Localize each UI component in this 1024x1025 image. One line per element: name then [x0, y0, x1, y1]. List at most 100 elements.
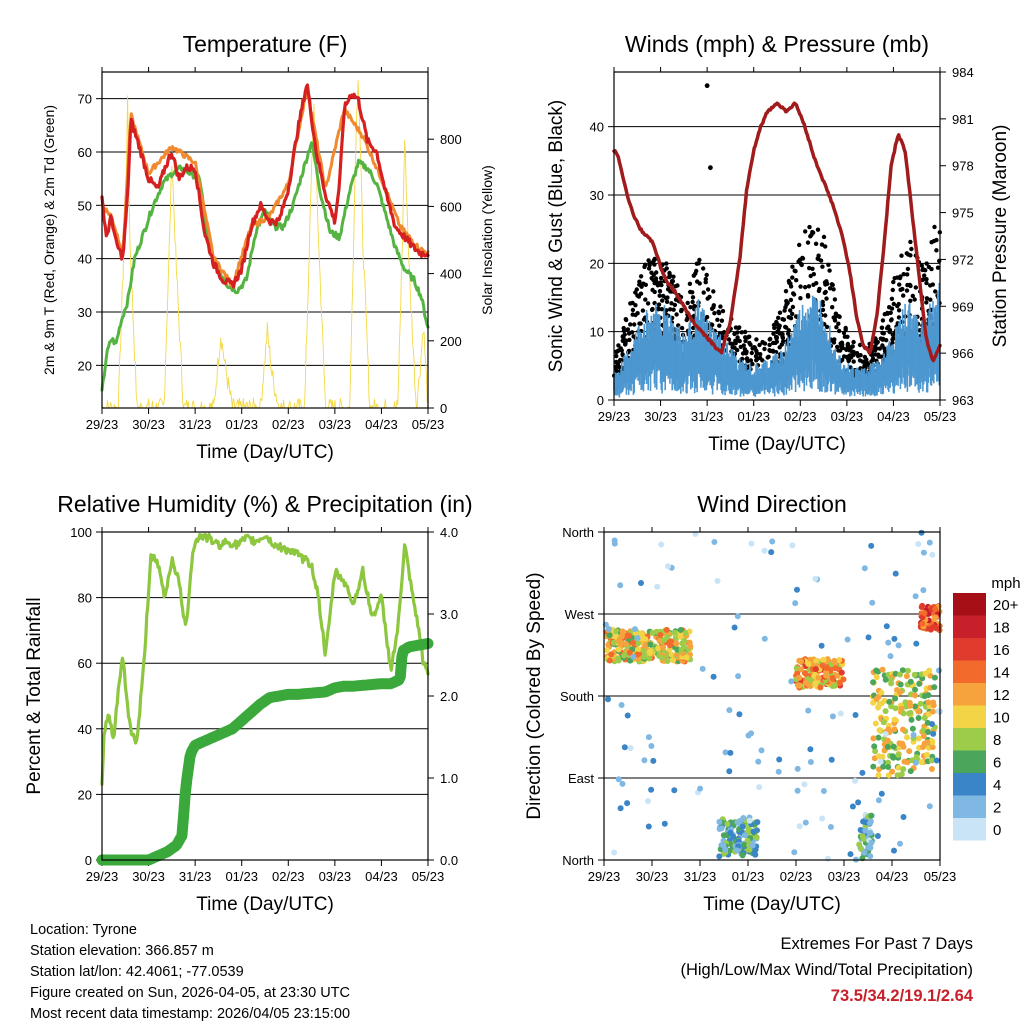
direction-point — [916, 680, 923, 687]
wind-y2tick-label: 981 — [952, 112, 974, 127]
panel-dir: Wind DirectionNorthEastSouthWestNorth29/… — [524, 491, 956, 915]
gust-point — [783, 289, 789, 294]
direction-point — [897, 681, 904, 688]
direction-point — [727, 749, 734, 756]
gust-point — [636, 294, 642, 299]
direction-point — [751, 850, 758, 857]
direction-point — [761, 635, 768, 642]
gust-point — [904, 288, 910, 293]
direction-point — [896, 689, 903, 696]
direction-point — [873, 696, 880, 702]
direction-point — [724, 821, 731, 828]
gust-point — [665, 287, 671, 292]
direction-point — [929, 744, 936, 751]
direction-point — [906, 748, 913, 755]
wind-ylabel-right: Station Pressure (Maroon) — [990, 125, 1011, 348]
gust-point — [788, 316, 794, 321]
direction-point — [734, 847, 741, 854]
direction-point — [915, 708, 922, 715]
solar-insolation-line — [101, 79, 429, 409]
direction-point — [739, 852, 746, 859]
direction-point — [615, 646, 622, 653]
temp-y2tick-label: 0 — [440, 401, 447, 416]
gust-point — [906, 252, 911, 257]
gust-point — [651, 258, 657, 263]
station-location: Location: Tyrone — [30, 922, 137, 938]
direction-point — [632, 626, 638, 633]
colorbar-swatch — [953, 593, 986, 616]
gust-point — [913, 285, 918, 290]
rh-xtick-label: 30/23 — [132, 869, 165, 884]
temp-y2tick-label: 800 — [440, 132, 462, 147]
direction-point — [928, 766, 935, 772]
direction-point — [915, 735, 922, 742]
gust-point — [835, 344, 840, 350]
direction-point — [885, 726, 892, 733]
gust-point — [832, 315, 838, 320]
direction-point — [795, 682, 801, 689]
colorbar-swatch — [953, 795, 986, 818]
direction-point — [668, 651, 675, 658]
gust-point — [631, 334, 636, 339]
direction-point — [761, 547, 768, 554]
direction-point — [829, 675, 836, 682]
direction-point — [610, 639, 617, 646]
gust-point — [749, 350, 754, 356]
direction-point — [920, 587, 927, 594]
gust-point — [694, 261, 700, 266]
gust-point — [882, 312, 887, 317]
direction-point — [836, 679, 843, 686]
gust-point — [924, 261, 929, 266]
gust-point — [829, 282, 835, 287]
gust-point — [891, 279, 896, 285]
direction-point — [900, 710, 907, 717]
gust-point — [743, 329, 748, 335]
gust-point — [717, 323, 722, 328]
gust-point — [824, 324, 830, 330]
gust-point — [934, 248, 939, 253]
gust-point — [630, 307, 636, 313]
direction-point — [906, 710, 913, 717]
direction-point — [884, 737, 891, 744]
direction-point — [654, 583, 661, 590]
gust-point — [711, 289, 716, 294]
gust-point — [897, 282, 902, 287]
direction-point — [758, 747, 765, 754]
gust-point — [657, 289, 663, 294]
dir-ytick-label: North — [562, 853, 594, 868]
direction-point — [640, 648, 647, 654]
gust-point — [739, 330, 744, 335]
temp-ytick-label: 50 — [78, 198, 92, 213]
direction-point — [847, 851, 854, 858]
wind-ytick-label: 30 — [590, 188, 604, 203]
direction-point — [891, 635, 898, 642]
gust-point — [924, 296, 930, 301]
colorbar-swatch — [953, 615, 986, 638]
direction-point — [919, 620, 926, 627]
colorbar-label: 18 — [993, 620, 1010, 637]
gust-point — [820, 264, 825, 269]
gust-point — [864, 357, 869, 362]
direction-point — [618, 702, 625, 708]
gust-point — [932, 224, 937, 230]
temp-ytick-label: 30 — [78, 305, 92, 320]
station-latlon: Station lat/lon: 42.4061; -77.0539 — [30, 964, 244, 980]
rh-ytick-label: 0 — [85, 853, 92, 868]
gust-point — [836, 321, 841, 326]
gust-point — [719, 318, 725, 323]
gust-point — [669, 301, 674, 306]
direction-point — [891, 726, 898, 733]
direction-point — [930, 702, 937, 709]
direction-point — [794, 787, 801, 794]
rh-xtick-label: 04/23 — [365, 869, 398, 884]
gust-point — [821, 234, 827, 240]
gust-point — [928, 297, 933, 302]
direction-point — [634, 640, 641, 647]
gust-point — [624, 317, 629, 323]
direction-point — [720, 842, 727, 849]
direction-point — [886, 698, 893, 705]
direction-point — [603, 647, 610, 654]
direction-point — [710, 673, 717, 680]
direction-point — [748, 540, 755, 547]
gust-point — [880, 343, 885, 348]
